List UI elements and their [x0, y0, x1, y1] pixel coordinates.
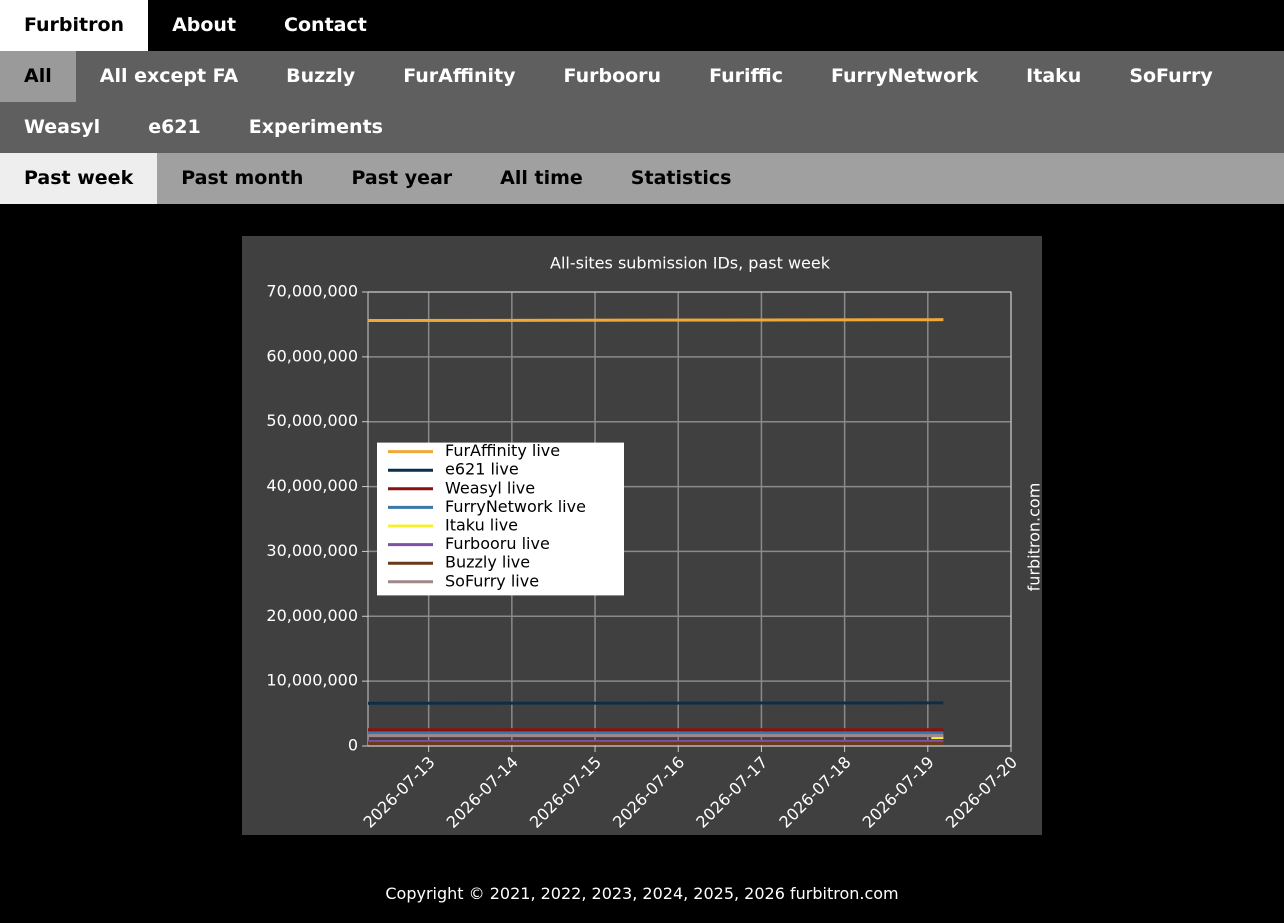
nav-link[interactable]: Experiments [248, 116, 383, 138]
y-tick-label: 40,000,000 [266, 476, 358, 495]
legend-label: Itaku live [445, 516, 518, 535]
nav-link[interactable]: FurAffinity [403, 65, 516, 87]
nav-link[interactable]: e621 [148, 116, 201, 138]
nav-link[interactable]: Past year [351, 167, 453, 189]
watermark: furbitron.com [1025, 483, 1043, 592]
nav-link[interactable]: Past week [0, 153, 158, 204]
legend-label: Buzzly live [445, 553, 530, 572]
y-tick-label: 0 [348, 736, 358, 755]
y-tick-label: 10,000,000 [266, 671, 358, 690]
nav-link[interactable]: Furbooru [563, 65, 662, 87]
period-tabs: Past week Past month Past year All time Stat… [0, 153, 1284, 204]
nav-link[interactable]: Past month [181, 167, 304, 189]
legend-label: FurryNetwork live [445, 497, 586, 516]
nav-link[interactable]: Buzzly [286, 65, 356, 87]
plot-frame [367, 291, 1012, 747]
legend-label: FurAffinity live [445, 441, 560, 460]
chart-background [242, 236, 1042, 835]
legend-label: Weasyl live [445, 478, 535, 497]
y-tick-label: 30,000,000 [266, 541, 358, 560]
y-tick-label: 60,000,000 [266, 346, 358, 365]
nav-link[interactable]: All except FA [99, 65, 239, 87]
chart: All-sites submission IDs, past week furb… [242, 236, 1042, 835]
top-nav: Furbitron About Contact [0, 0, 1284, 51]
nav-link[interactable]: SoFurry [1129, 65, 1213, 87]
nav-link[interactable]: All [0, 51, 76, 102]
nav-link[interactable]: Statistics [630, 167, 732, 189]
series-line [367, 318, 944, 323]
nav-link[interactable]: Weasyl [24, 116, 101, 138]
legend-label: SoFurry live [445, 571, 539, 590]
y-tick-label: 20,000,000 [266, 606, 358, 625]
site-tabs: All All except FA Buzzly FurAffinity Furboor… [0, 51, 1284, 153]
legend-label: Furbooru live [445, 534, 550, 553]
nav-link[interactable]: Itaku [1026, 65, 1082, 87]
nav-link[interactable]: FurryNetwork [831, 65, 979, 87]
legend-box [377, 442, 624, 596]
brand[interactable]: Furbitron [0, 0, 149, 51]
y-tick-label: 70,000,000 [266, 282, 358, 301]
nav-link[interactable]: Contact [284, 14, 367, 36]
nav-link[interactable]: About [172, 14, 237, 36]
chart-title: All-sites submission IDs, past week [550, 254, 831, 273]
y-tick-label: 50,000,000 [266, 411, 358, 430]
nav-link[interactable]: Furiffic [709, 65, 783, 87]
nav-link[interactable]: All time [500, 167, 583, 189]
footer: Copyright © 2021, 2022, 2023, 2024, 2025… [385, 884, 899, 903]
legend-label: e621 live [445, 460, 519, 479]
